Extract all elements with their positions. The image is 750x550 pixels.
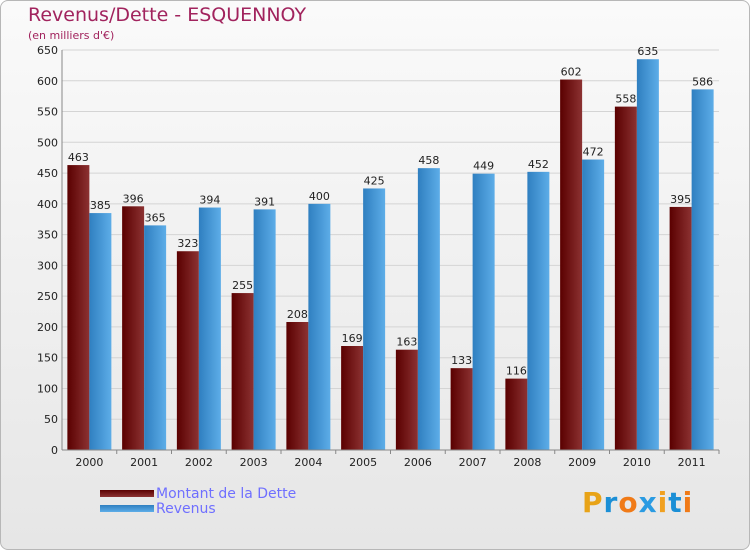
bar-dette: [395, 349, 418, 450]
bar-dette: [560, 79, 583, 451]
data-label-dette: 558: [615, 93, 636, 106]
legend-item-dette: Montant de la Dette: [100, 485, 297, 502]
y-tick-label: 650: [37, 44, 58, 57]
bar-revenus: [253, 209, 276, 450]
x-tick-label: 2000: [75, 456, 103, 469]
logo-letter: i: [682, 486, 694, 519]
data-label-dette: 395: [670, 193, 691, 206]
legend-swatch-dette: [100, 490, 154, 497]
legend-label-revenus: Revenus: [156, 500, 216, 517]
data-label-revenus: 394: [199, 194, 220, 207]
logo-letter: o: [618, 486, 639, 519]
data-label-dette: 396: [123, 192, 144, 205]
data-label-revenus: 472: [583, 146, 604, 159]
bar-dette: [231, 293, 254, 450]
data-label-dette: 133: [451, 354, 472, 367]
bar-dette: [286, 322, 309, 450]
bar-revenus: [636, 59, 659, 450]
chart-subtitle: (en milliers d'€): [28, 29, 115, 42]
y-tick-label: 300: [37, 259, 58, 272]
y-tick-label: 250: [37, 290, 58, 303]
legend: Montant de la Dette Revenus: [100, 485, 297, 517]
logo-letter: r: [603, 486, 619, 519]
data-label-dette: 116: [506, 365, 527, 378]
data-label-revenus: 452: [528, 158, 549, 171]
data-label-revenus: 449: [473, 160, 494, 173]
logo-letter: x: [638, 486, 658, 519]
data-label-dette: 602: [561, 66, 582, 79]
bar-dette: [67, 165, 90, 451]
y-tick-label: 350: [37, 229, 58, 242]
data-label-revenus: 586: [692, 75, 713, 88]
data-label-dette: 208: [287, 308, 308, 321]
data-label-revenus: 400: [309, 190, 330, 203]
legend-swatch-revenus: [100, 505, 154, 512]
bar-revenus: [363, 188, 386, 450]
bar-dette: [122, 206, 145, 450]
bar-revenus: [582, 159, 605, 451]
y-tick-label: 500: [37, 136, 58, 149]
data-label-dette: 323: [177, 237, 198, 250]
y-tick-label: 0: [51, 444, 58, 457]
x-tick-label: 2004: [294, 456, 322, 469]
x-tick-label: 2002: [185, 456, 213, 469]
y-tick-label: 50: [44, 413, 58, 426]
data-label-dette: 255: [232, 279, 253, 292]
bar-revenus: [198, 207, 221, 450]
y-tick-label: 200: [37, 321, 58, 334]
bar-dette: [450, 368, 473, 450]
bar-dette: [341, 346, 364, 450]
legend-label-dette: Montant de la Dette: [156, 485, 297, 502]
bar-revenus: [691, 89, 714, 450]
data-label-revenus: 385: [90, 199, 111, 212]
bar-revenus: [308, 203, 331, 450]
bar-revenus: [144, 225, 167, 450]
y-tick-label: 100: [37, 382, 58, 395]
data-label-revenus: 458: [418, 154, 439, 167]
data-label-revenus: 425: [364, 174, 385, 187]
y-tick-label: 450: [37, 167, 58, 180]
y-tick-label: 400: [37, 198, 58, 211]
data-label-revenus: 391: [254, 195, 275, 208]
x-tick-label: 2005: [349, 456, 377, 469]
x-tick-label: 2006: [404, 456, 432, 469]
logo-letter: P: [582, 486, 604, 519]
logo-letter: t: [668, 486, 683, 519]
bar-dette: [505, 378, 528, 450]
x-tick-label: 2011: [678, 456, 706, 469]
data-label-revenus: 635: [637, 45, 658, 58]
x-tick-label: 2007: [459, 456, 487, 469]
legend-item-revenus: Revenus: [100, 500, 296, 517]
x-tick-label: 2010: [623, 456, 651, 469]
y-tick-label: 600: [37, 75, 58, 88]
bar-revenus: [527, 171, 550, 450]
bar-dette: [614, 106, 637, 450]
logo-letter: i: [657, 486, 669, 519]
y-tick-label: 150: [37, 352, 58, 365]
y-tick-label: 550: [37, 106, 58, 119]
x-tick-label: 2009: [568, 456, 596, 469]
chart-title: Revenus/Dette - ESQUENNOY: [28, 4, 307, 26]
x-tick-label: 2008: [513, 456, 541, 469]
data-label-dette: 463: [68, 151, 89, 164]
bar-dette: [669, 206, 692, 450]
x-tick-label: 2001: [130, 456, 158, 469]
data-label-dette: 169: [342, 332, 363, 345]
bar-revenus: [472, 173, 495, 450]
data-label-revenus: 365: [145, 211, 166, 224]
x-tick-label: 2003: [240, 456, 268, 469]
bar-revenus: [89, 213, 112, 450]
bar-dette: [176, 251, 199, 450]
data-label-dette: 163: [396, 336, 417, 349]
proxiti-logo: Proxiti: [582, 486, 693, 519]
bar-revenus: [417, 168, 440, 450]
